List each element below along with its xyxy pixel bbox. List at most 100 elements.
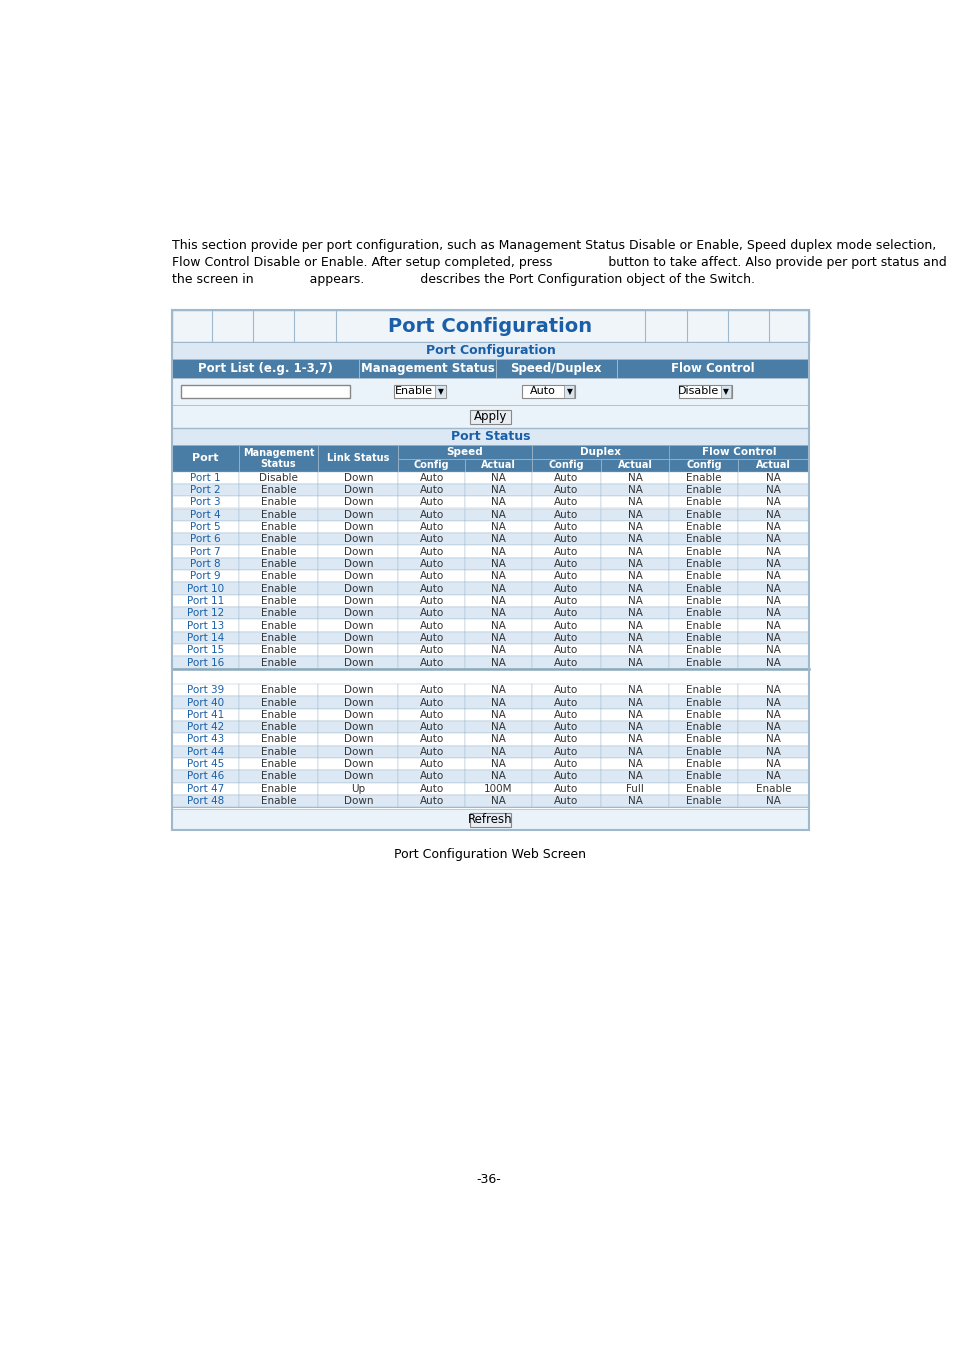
Bar — [318, 684, 397, 697]
Bar — [172, 809, 808, 830]
Bar — [172, 656, 238, 668]
Text: NA: NA — [627, 510, 641, 520]
Text: Auto: Auto — [419, 472, 443, 483]
Text: Down: Down — [343, 657, 373, 667]
Text: Refresh: Refresh — [468, 813, 513, 826]
Text: NA: NA — [627, 472, 641, 483]
Text: Auto: Auto — [554, 547, 578, 556]
Text: NA: NA — [765, 771, 781, 782]
Text: Port 44: Port 44 — [187, 747, 224, 757]
Text: NA: NA — [490, 571, 505, 582]
Text: Down: Down — [343, 547, 373, 556]
Bar — [172, 757, 238, 771]
Text: Port 4: Port 4 — [190, 510, 220, 520]
Text: Auto: Auto — [419, 710, 443, 720]
Bar — [531, 558, 599, 570]
Bar — [464, 558, 531, 570]
Bar — [238, 783, 318, 795]
Text: NA: NA — [765, 583, 781, 594]
Text: Enable: Enable — [685, 771, 721, 782]
Bar — [738, 471, 808, 483]
Text: Enable: Enable — [685, 710, 721, 720]
Text: Enable: Enable — [260, 698, 296, 707]
Bar — [397, 521, 464, 533]
Bar — [397, 509, 464, 521]
Text: NA: NA — [490, 559, 505, 568]
Text: NA: NA — [765, 535, 781, 544]
Text: Down: Down — [343, 722, 373, 732]
Text: Auto: Auto — [419, 609, 443, 618]
Bar — [738, 721, 808, 733]
Bar — [172, 721, 238, 733]
Bar — [238, 497, 318, 509]
Text: Down: Down — [343, 510, 373, 520]
Text: Enable: Enable — [260, 657, 296, 667]
Text: Auto: Auto — [554, 698, 578, 707]
Bar — [531, 620, 599, 632]
Text: NA: NA — [490, 771, 505, 782]
Text: NA: NA — [490, 722, 505, 732]
Bar — [172, 545, 238, 558]
Text: Enable: Enable — [395, 386, 433, 397]
Bar — [669, 757, 738, 771]
Bar — [599, 471, 669, 483]
Bar — [181, 385, 350, 398]
Bar — [172, 310, 808, 830]
Bar — [531, 446, 669, 459]
Text: Down: Down — [343, 485, 373, 495]
Bar — [397, 709, 464, 721]
Text: Management
Status: Management Status — [242, 448, 314, 470]
Bar — [738, 644, 808, 656]
Bar — [563, 385, 574, 398]
Bar — [172, 378, 808, 405]
Bar — [599, 795, 669, 807]
Bar — [397, 795, 464, 807]
Text: Down: Down — [343, 583, 373, 594]
Bar — [238, 632, 318, 644]
Text: Port 9: Port 9 — [190, 571, 220, 582]
Text: Enable: Enable — [260, 796, 296, 806]
Text: Auto: Auto — [554, 645, 578, 655]
Bar — [464, 709, 531, 721]
Bar — [397, 497, 464, 509]
Text: NA: NA — [627, 710, 641, 720]
Bar — [738, 582, 808, 595]
Bar — [738, 497, 808, 509]
Bar — [669, 745, 738, 757]
Text: Port List (e.g. 1-3,7): Port List (e.g. 1-3,7) — [198, 362, 333, 375]
Bar — [172, 342, 808, 359]
Text: Auto: Auto — [554, 609, 578, 618]
Text: Auto: Auto — [419, 497, 443, 508]
Bar — [531, 632, 599, 644]
Bar — [238, 471, 318, 483]
Bar — [397, 783, 464, 795]
Text: Auto: Auto — [419, 595, 443, 606]
Text: Auto: Auto — [419, 734, 443, 744]
Bar — [669, 644, 738, 656]
Text: NA: NA — [490, 747, 505, 757]
Text: Enable: Enable — [685, 784, 721, 794]
Text: NA: NA — [765, 722, 781, 732]
Text: Enable: Enable — [685, 633, 721, 643]
Text: NA: NA — [627, 497, 641, 508]
Text: Down: Down — [343, 595, 373, 606]
Text: NA: NA — [490, 645, 505, 655]
Text: NA: NA — [765, 485, 781, 495]
Bar — [599, 709, 669, 721]
Text: Enable: Enable — [260, 609, 296, 618]
Text: Port 3: Port 3 — [190, 497, 220, 508]
Text: Auto: Auto — [554, 686, 578, 695]
Bar — [394, 385, 446, 398]
Bar — [531, 697, 599, 709]
Text: Auto: Auto — [419, 571, 443, 582]
Bar — [172, 521, 238, 533]
Bar — [238, 733, 318, 745]
Text: Enable: Enable — [685, 734, 721, 744]
Bar — [599, 608, 669, 620]
Bar — [669, 558, 738, 570]
Text: Auto: Auto — [419, 633, 443, 643]
Bar — [397, 745, 464, 757]
Text: This section provide per port configuration, such as Management Status Disable o: This section provide per port configurat… — [172, 239, 935, 252]
Bar — [397, 570, 464, 582]
Bar — [172, 359, 359, 378]
